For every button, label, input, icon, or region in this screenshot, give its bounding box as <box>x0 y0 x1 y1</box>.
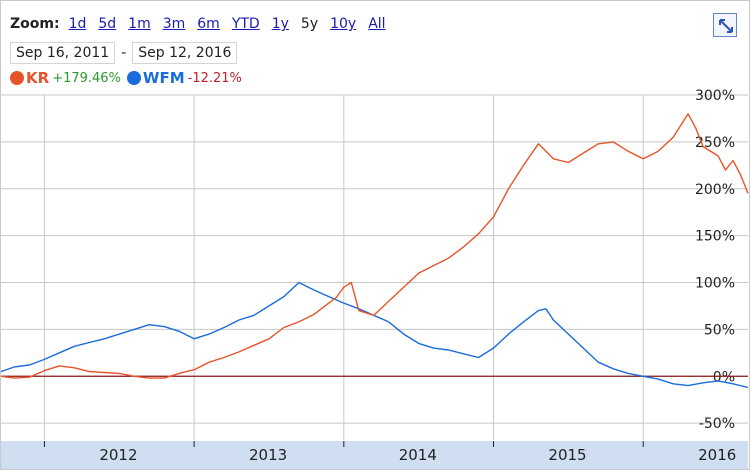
kr-change: +179.46% <box>52 70 121 86</box>
zoom-all-link[interactable]: All <box>368 16 386 32</box>
kr-series-line <box>0 113 749 379</box>
zoom-1m-link[interactable]: 1m <box>128 16 151 32</box>
zoom-label: Zoom: <box>10 16 60 32</box>
zoom-10y-link[interactable]: 10y <box>330 16 357 32</box>
zoom-3m-link[interactable]: 3m <box>162 16 186 32</box>
wfm-legend-dot <box>126 71 141 85</box>
expand-button[interactable] <box>713 13 737 37</box>
x-tick-label: 2013 <box>249 446 287 464</box>
zoom-bar: Zoom: 1d 5d 1m 3m 6m YTD 1y 5y 10y All <box>10 16 398 36</box>
legend: KR +179.46% WFM -12.21% <box>10 68 248 88</box>
x-tick-label: 2015 <box>548 446 586 464</box>
kr-legend-dot <box>10 71 24 85</box>
y-tick-label: 150% <box>695 229 735 245</box>
expand-icon <box>719 19 733 33</box>
kr-symbol[interactable]: KR <box>26 69 50 87</box>
wfm-change: -12.21% <box>187 70 242 86</box>
y-tick-label: 200% <box>695 182 735 198</box>
wfm-symbol[interactable]: WFM <box>142 69 185 87</box>
y-tick-label: 250% <box>695 135 735 151</box>
zoom-5d-link[interactable]: 5d <box>98 16 117 32</box>
x-tick-label: 2014 <box>399 446 437 464</box>
x-axis-bar <box>1 441 748 469</box>
end-date-field[interactable]: Sep 12, 2016 <box>132 42 238 64</box>
date-separator: - <box>121 45 127 61</box>
y-tick-label: -50% <box>699 416 735 432</box>
y-tick-label: 100% <box>695 276 735 292</box>
wfm-series-line <box>0 281 749 389</box>
zoom-1d-link[interactable]: 1d <box>68 16 87 32</box>
x-tick-label: 2016 <box>698 446 736 464</box>
zoom-ytd-link[interactable]: YTD <box>231 16 260 32</box>
y-tick-label: 50% <box>704 322 735 338</box>
zoom-6m-link[interactable]: 6m <box>197 16 220 32</box>
x-tick-label: 2012 <box>99 446 137 464</box>
date-range: Sep 16, 2011 - Sep 12, 2016 <box>10 42 238 64</box>
y-tick-label: 300% <box>695 88 735 104</box>
zoom-1y-link[interactable]: 1y <box>271 16 289 32</box>
zoom-5y-active[interactable]: 5y <box>300 16 319 32</box>
start-date-field[interactable]: Sep 16, 2011 <box>10 42 116 64</box>
